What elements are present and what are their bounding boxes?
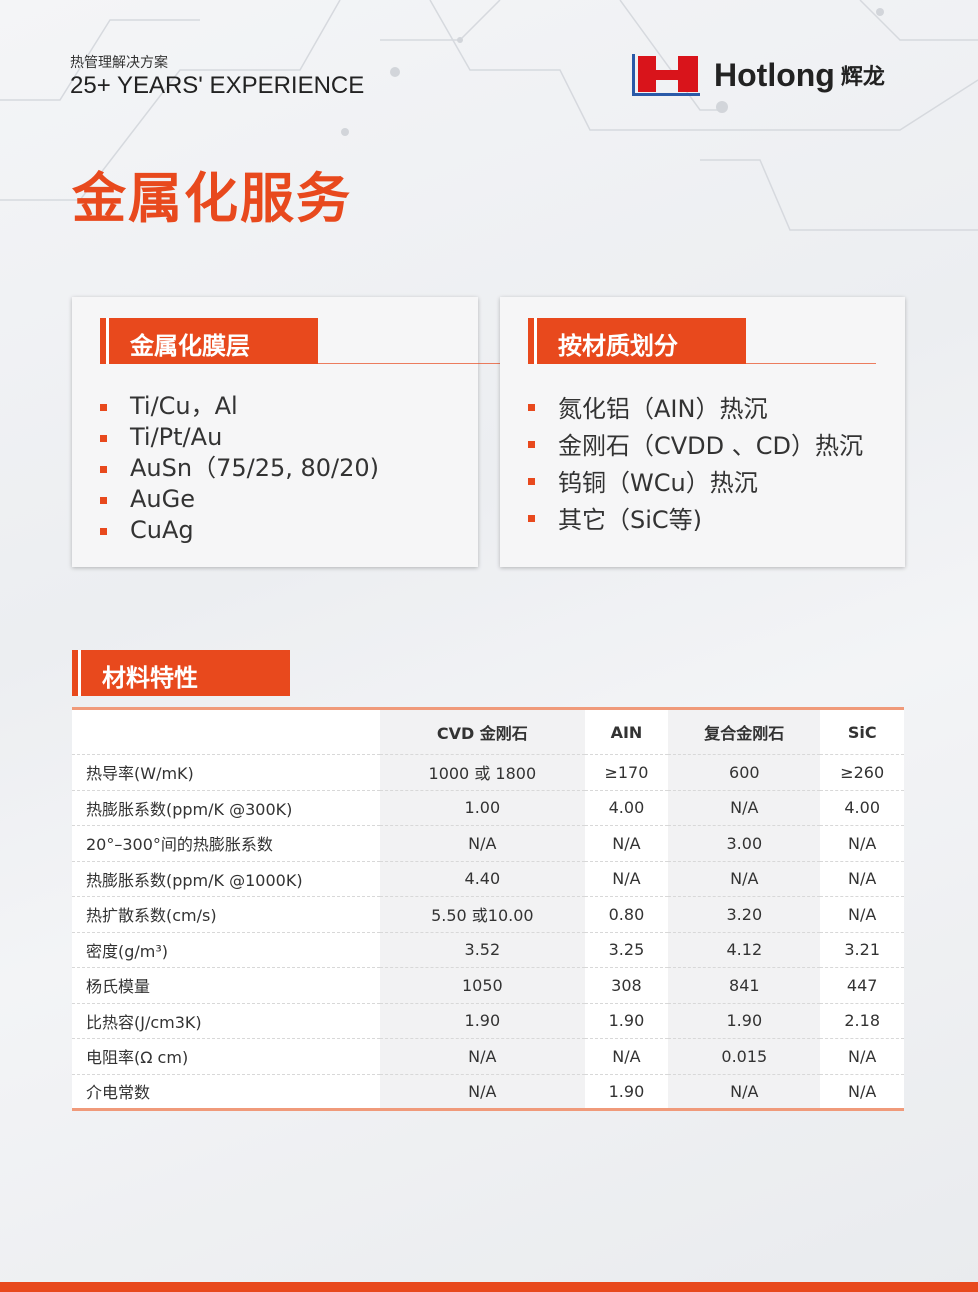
table-row: 介电常数 N/A 1.90 N/A N/A bbox=[72, 1074, 904, 1110]
table-row: 比热容(J/cm3K) 1.90 1.90 1.90 2.18 bbox=[72, 1003, 904, 1039]
table-row: 电阻率(Ω cm) N/A N/A 0.015 N/A bbox=[72, 1038, 904, 1075]
row-label: 比热容(J/cm3K) bbox=[72, 1003, 380, 1039]
table-cell: N/A bbox=[380, 1038, 585, 1075]
column-header: CVD 金刚石 bbox=[380, 708, 585, 755]
table-row: 热膨胀系数(ppm/K @300K) 1.00 4.00 N/A 4.00 bbox=[72, 790, 904, 826]
table-cell: N/A bbox=[584, 825, 669, 862]
logo-cn: 辉龙 bbox=[840, 65, 885, 90]
table-cell: N/A bbox=[380, 825, 585, 862]
table-row: 密度(g/m³) 3.52 3.25 4.12 3.21 bbox=[72, 932, 904, 968]
card-by-material: 按材质划分 氮化铝（AIN）热沉 金刚石（CVDD 、CD）热沉 钨铜（WCu）… bbox=[500, 297, 905, 567]
table-cell: 600 bbox=[668, 754, 821, 791]
table-cell: N/A bbox=[668, 861, 821, 897]
table-cell: 1.00 bbox=[380, 790, 585, 826]
table-cell: N/A bbox=[584, 861, 669, 897]
table-cell: 1000 或 1800 bbox=[380, 754, 585, 791]
table-cell: N/A bbox=[820, 825, 904, 862]
table-cell: 0.015 bbox=[668, 1038, 821, 1075]
header-subtitle: 热管理解决方案 bbox=[70, 55, 168, 71]
table-cell: 3.00 bbox=[668, 825, 821, 862]
hotlong-logo: Hotlong 辉龙 bbox=[632, 54, 885, 96]
table-cell: 2.18 bbox=[820, 1003, 904, 1039]
table-cell: ≥260 bbox=[820, 754, 904, 791]
row-label: 杨氏模量 bbox=[72, 967, 380, 1004]
material-properties-table: CVD 金刚石 AIN 复合金刚石 SiC 热导率(W/mK) 1000 或 1800 ≥… bbox=[72, 707, 904, 1111]
table-cell: 3.21 bbox=[820, 932, 904, 968]
table-cell: 0.80 bbox=[584, 896, 669, 933]
row-label: 热扩散系数(cm/s) bbox=[72, 896, 380, 933]
divider bbox=[746, 363, 876, 364]
row-label: 热导率(W/mK) bbox=[72, 754, 380, 791]
card-metallization-layers: 金属化膜层 Ti/Cu，Al Ti/Pt/Au AuSn（75/25, 80/2… bbox=[72, 297, 518, 567]
list-item: AuSn（75/25, 80/20) bbox=[100, 453, 379, 484]
row-label: 密度(g/m³) bbox=[72, 932, 380, 968]
table-row: 20°–300°间的热膨胀系数 N/A N/A 3.00 N/A bbox=[72, 825, 904, 862]
table-row: 热导率(W/mK) 1000 或 1800 ≥170 600 ≥260 bbox=[72, 754, 904, 791]
footer-bar bbox=[0, 1282, 978, 1292]
table-cell: ≥170 bbox=[584, 754, 669, 791]
layer-list: Ti/Cu，Al Ti/Pt/Au AuSn（75/25, 80/20) AuG… bbox=[100, 391, 379, 546]
column-header: AIN bbox=[584, 708, 669, 755]
table-cell: N/A bbox=[820, 1038, 904, 1075]
table-cell: N/A bbox=[820, 896, 904, 933]
row-label: 介电常数 bbox=[86, 1083, 151, 1103]
table-row: 热扩散系数(cm/s) 5.50 或10.00 0.80 3.20 N/A bbox=[72, 896, 904, 933]
list-item: Ti/Pt/Au bbox=[100, 422, 379, 453]
table-cell: 4.00 bbox=[820, 790, 904, 826]
table-cell: N/A bbox=[668, 1074, 821, 1110]
column-header bbox=[72, 708, 380, 755]
row-label: 热膨胀系数(ppm/K @300K) bbox=[72, 790, 380, 826]
row-label: 20°–300°间的热膨胀系数 bbox=[72, 825, 380, 862]
table-cell: N/A bbox=[584, 1038, 669, 1075]
list-item: 金刚石（CVDD 、CD）热沉 bbox=[528, 428, 863, 465]
logo-mark-icon bbox=[632, 54, 700, 96]
list-item: 钨铜（WCu）热沉 bbox=[528, 465, 863, 502]
row-label: 热膨胀系数(ppm/K @1000K) bbox=[72, 861, 380, 897]
list-item: 其它（SiC等) bbox=[528, 502, 863, 539]
table-cell: 841 bbox=[668, 967, 821, 1004]
table-cell: 3.25 bbox=[584, 932, 669, 968]
table-cell: N/A bbox=[848, 1081, 877, 1101]
table-cell: 4.00 bbox=[584, 790, 669, 826]
table-cell: N/A bbox=[668, 790, 821, 826]
card-heading: 金属化膜层 bbox=[100, 318, 318, 364]
table-cell: 1.90 bbox=[380, 1003, 585, 1039]
table-cell: 4.40 bbox=[380, 861, 585, 897]
list-item: Ti/Cu，Al bbox=[100, 391, 379, 422]
table-cell: 447 bbox=[820, 967, 904, 1004]
table-cell: 1.90 bbox=[584, 1003, 669, 1039]
list-item: 氮化铝（AIN）热沉 bbox=[528, 391, 863, 428]
table-row: 杨氏模量 1050 308 841 447 bbox=[72, 967, 904, 1004]
section-heading: 材料特性 bbox=[72, 650, 290, 696]
card-heading: 按材质划分 bbox=[528, 318, 746, 364]
table-cell: N/A bbox=[820, 861, 904, 897]
experience-tagline: 25+ YEARS' EXPERIENCE bbox=[70, 72, 365, 99]
table-cell: 3.20 bbox=[668, 896, 821, 933]
table-cell: 1050 bbox=[380, 967, 585, 1004]
divider bbox=[318, 363, 518, 364]
table-cell: 308 bbox=[584, 967, 669, 1004]
logo-text: Hotlong bbox=[714, 56, 835, 93]
material-list: 氮化铝（AIN）热沉 金刚石（CVDD 、CD）热沉 钨铜（WCu）热沉 其它（… bbox=[528, 391, 863, 539]
row-label: 电阻率(Ω cm) bbox=[72, 1038, 380, 1075]
table-cell: 4.12 bbox=[668, 932, 821, 968]
column-header: 复合金刚石 bbox=[668, 708, 821, 755]
column-header: SiC bbox=[820, 708, 904, 755]
page-title: 金属化服务 bbox=[72, 167, 352, 230]
table-header-row: CVD 金刚石 AIN 复合金刚石 SiC bbox=[72, 708, 904, 755]
table-cell: 1.90 bbox=[668, 1003, 821, 1039]
table-cell: 1.90 bbox=[608, 1081, 645, 1101]
table-cell: 5.50 或10.00 bbox=[380, 896, 585, 933]
table-cell: N/A bbox=[380, 1074, 585, 1110]
table-cell: 3.52 bbox=[380, 932, 585, 968]
list-item: AuGe bbox=[100, 484, 379, 515]
table-row: 热膨胀系数(ppm/K @1000K) 4.40 N/A N/A N/A bbox=[72, 861, 904, 897]
list-item: CuAg bbox=[100, 515, 379, 546]
